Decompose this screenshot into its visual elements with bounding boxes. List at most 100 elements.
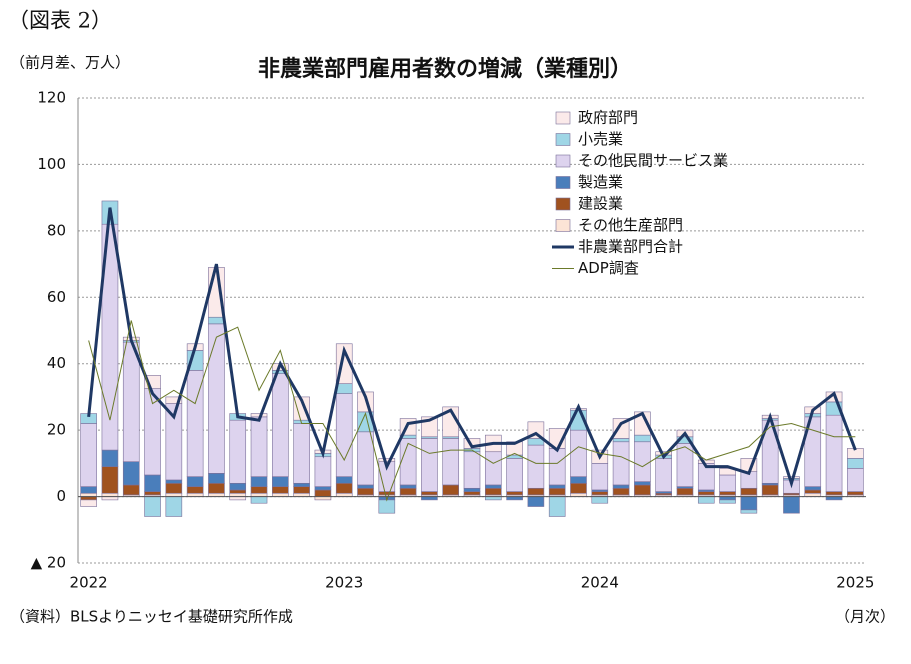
bar-segment — [165, 396, 183, 404]
bar-segment — [165, 482, 183, 494]
bar-segment — [697, 491, 715, 496]
bar-segment — [847, 458, 864, 469]
bar-segment — [719, 491, 736, 496]
bar-segment — [208, 473, 225, 484]
bar-segment — [634, 441, 651, 482]
y-axis-label: （前月差、万人） — [10, 54, 130, 72]
bar-segment — [250, 496, 268, 504]
bar-segment — [272, 486, 289, 494]
bar-segment — [527, 496, 545, 507]
bar-segment — [548, 484, 566, 489]
bar-segment — [335, 482, 353, 494]
bar-segment — [804, 486, 822, 491]
bar-segment — [208, 323, 225, 474]
bar-segment — [527, 487, 545, 496]
bar-segment — [719, 499, 736, 504]
bar-segment — [335, 476, 353, 484]
bar-segment — [740, 487, 758, 496]
bar-segment — [293, 396, 310, 421]
bar-segment — [293, 423, 310, 484]
bar-segment — [548, 496, 566, 517]
bar-segment — [506, 491, 523, 496]
bar-segment — [612, 418, 630, 439]
bar-segment — [357, 487, 374, 496]
bar-segment — [165, 479, 183, 484]
bar-segment — [463, 487, 481, 492]
bar-segment — [399, 484, 417, 489]
bar-segment — [378, 499, 396, 514]
chart-title: 非農業部門雇用者数の増減（業種別） — [258, 56, 632, 82]
y-tick-label: 40 — [47, 354, 66, 372]
bar-segment — [122, 484, 140, 496]
x-tick-label: 2022 — [70, 574, 108, 592]
bar-segment — [357, 431, 374, 486]
bar-segment — [548, 448, 566, 486]
bar-segment — [484, 484, 502, 489]
bar-segment — [80, 499, 97, 507]
legend-label: その他生産部門 — [578, 216, 683, 234]
bar-segment — [527, 444, 545, 489]
bar-segment — [740, 496, 758, 511]
x-tick-label: 2024 — [581, 574, 619, 592]
bar-segment — [229, 482, 247, 491]
legend-label: 製造業 — [578, 173, 623, 191]
bar-segment — [421, 438, 438, 492]
legend-label: ADP調査 — [578, 259, 639, 277]
bar-segment — [612, 484, 630, 489]
bar-segment — [570, 476, 587, 484]
bar-segment — [378, 491, 396, 496]
bar-segment — [719, 474, 736, 492]
bar-segment — [783, 496, 800, 514]
bar-segment — [250, 476, 268, 487]
bar-segment — [122, 341, 140, 462]
legend-label: 小売業 — [578, 130, 623, 148]
legend-swatch — [555, 111, 571, 125]
bar-segment — [144, 496, 161, 517]
bar-segment — [484, 487, 502, 496]
bar-segment — [825, 491, 843, 496]
bar-segment — [229, 489, 247, 494]
legend-label: 建設業 — [578, 195, 623, 213]
bar-segment — [825, 414, 843, 492]
bar-segment — [463, 491, 481, 496]
bar-segment — [612, 441, 630, 486]
y-tick-label: 0 — [56, 487, 66, 505]
x-tick-label: 2025 — [836, 574, 874, 592]
legend-label: 政府部門 — [578, 109, 638, 127]
legend-label: その他民間サービス業 — [578, 152, 728, 170]
bar-segment — [591, 491, 609, 496]
bar-segment — [314, 486, 332, 491]
bar-segment — [122, 461, 140, 486]
bar-segment — [399, 438, 417, 486]
source-note: （資料）BLSよりニッセイ基礎研究所作成 — [10, 608, 293, 626]
bar-segment — [506, 458, 523, 492]
bar-segment — [399, 487, 417, 496]
bar-segment — [250, 416, 268, 477]
bar-segment — [357, 484, 374, 489]
bar-segment — [634, 481, 651, 486]
bar-segment — [144, 491, 161, 496]
legend-swatch — [555, 197, 571, 211]
y-tick-label: 20 — [47, 421, 66, 439]
bar-segment — [208, 316, 225, 325]
bar-segment — [676, 487, 694, 496]
bar-segment — [186, 476, 204, 487]
bar-segment — [570, 429, 587, 477]
bar-segment — [229, 419, 247, 484]
legend-label: 非農業部門合計 — [578, 238, 683, 256]
y-tick-label: 80 — [47, 221, 66, 239]
bar-segment — [719, 468, 736, 476]
bar-segment — [506, 441, 523, 456]
bar-segment — [697, 496, 715, 504]
bar-segment — [591, 463, 609, 491]
bar-segment — [272, 476, 289, 487]
line-series — [88, 320, 856, 502]
bar-segment — [335, 393, 353, 477]
bar-segment — [101, 449, 119, 467]
bar-segment — [272, 373, 289, 477]
bar-segment — [591, 496, 609, 504]
bar-segment — [847, 491, 864, 496]
legend-swatch — [555, 176, 571, 189]
bar-segment — [208, 482, 225, 494]
